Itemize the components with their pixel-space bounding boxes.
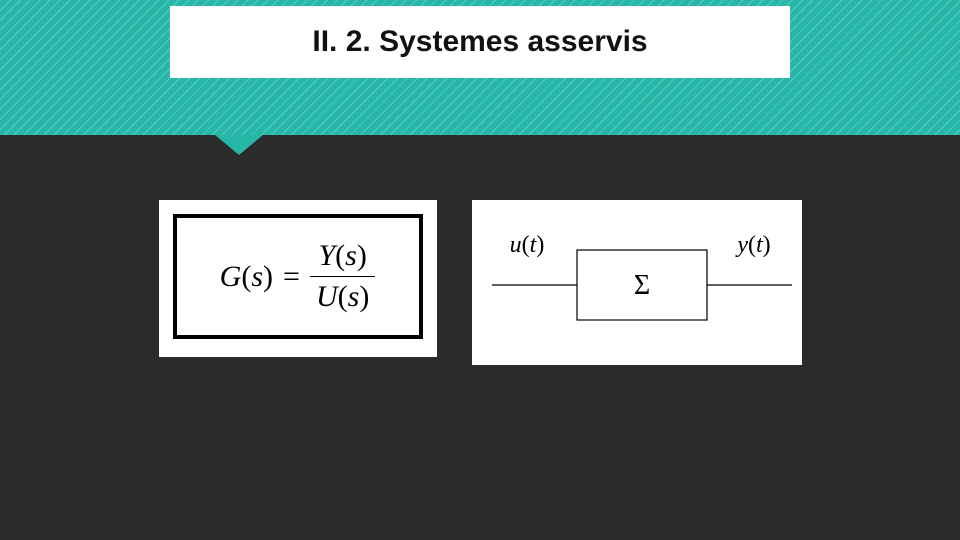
- transfer-function-equation: G(s) = Y(s) U(s): [220, 238, 376, 315]
- transfer-function-panel: G(s) = Y(s) U(s): [159, 200, 437, 357]
- slide-header: II. 2. Systemes asservis: [0, 0, 960, 135]
- input-label: u(t): [509, 232, 544, 258]
- title-band: II. 2. Systemes asservis: [170, 6, 790, 78]
- equation-lhs: G(s): [220, 260, 273, 294]
- header-notch-icon: [215, 135, 263, 155]
- block-diagram-panel: u(t) y(t) Σ: [472, 200, 802, 365]
- slide-title: II. 2. Systemes asservis: [312, 25, 647, 59]
- equation-equals: =: [283, 260, 300, 294]
- equation-denominator: U(s): [310, 279, 375, 315]
- equation-fraction: Y(s) U(s): [310, 238, 375, 315]
- formula-frame: G(s) = Y(s) U(s): [173, 214, 423, 339]
- block-diagram-svg: u(t) y(t) Σ: [472, 200, 802, 365]
- equation-numerator: Y(s): [312, 238, 372, 274]
- block-label: Σ: [633, 270, 649, 301]
- slide-content: G(s) = Y(s) U(s) u(t) y(t) Σ: [0, 200, 960, 365]
- output-label: y(t): [735, 232, 770, 258]
- slide: II. 2. Systemes asservis G(s) = Y(s) U(s…: [0, 0, 960, 540]
- fraction-bar: [310, 276, 375, 277]
